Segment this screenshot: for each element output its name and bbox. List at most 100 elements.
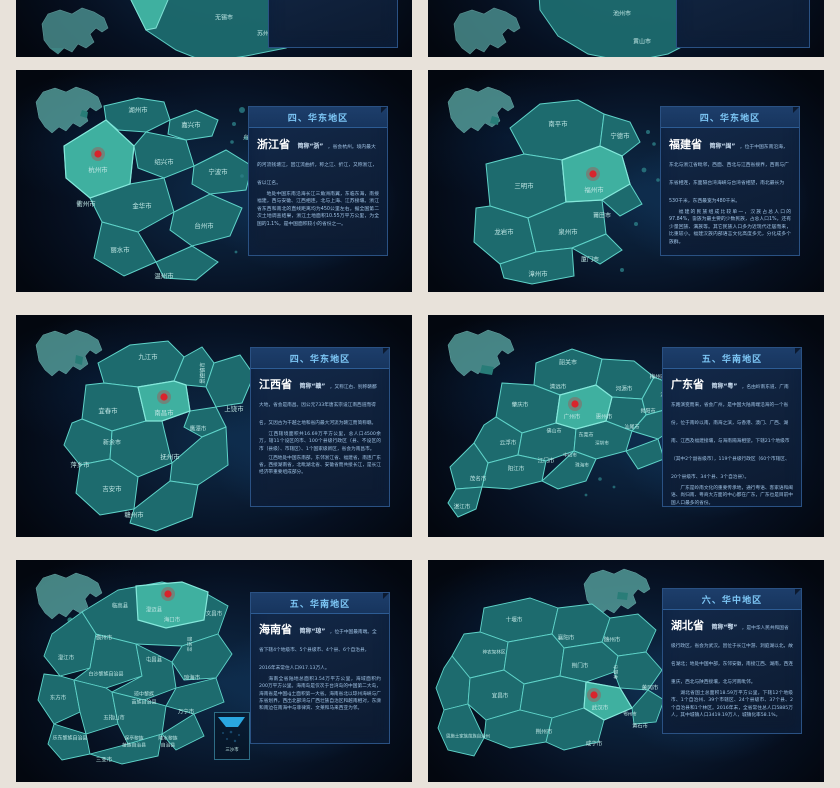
svg-text:文昌市: 文昌市 xyxy=(206,610,223,618)
province-name: 海南省 xyxy=(259,623,292,636)
china-locator-map xyxy=(578,566,656,622)
china-locator-map xyxy=(442,325,520,385)
svg-text:厦门市: 厦门市 xyxy=(581,256,599,264)
slide-thumbnail-hainan[interactable]: 临高县 澄迈县 海口市 文昌市 儋州市 定安县 屯昌县 澄江市 白沙黎族自治县 … xyxy=(16,560,412,782)
svg-text:十堰市: 十堰市 xyxy=(506,616,523,624)
svg-text:神农架林区: 神农架林区 xyxy=(483,649,506,656)
province-name: 江西省 xyxy=(259,378,292,391)
province-abbr: 简称“粤” xyxy=(711,383,738,390)
svg-text:莆田市: 莆田市 xyxy=(593,212,611,220)
province-desc-2: 江西辖境面积共16.69万平方公里，总人口4500余万，辖11个设区的市、100… xyxy=(259,432,381,452)
svg-text:嘉兴市: 嘉兴市 xyxy=(181,120,201,129)
slide-thumbnail-jiangxi[interactable]: 九江市 景德镇市 南昌市 宜春市 鹰潭市 上饶市 新余市 萍乡市 抚州市 吉安市… xyxy=(16,315,412,537)
svg-text:中山市: 中山市 xyxy=(563,452,577,459)
china-locator-map xyxy=(30,325,108,385)
province-abbr: 简称“鄂” xyxy=(711,624,738,631)
info-panel: 六、华中地区 湖北省 简称“鄂” ，是中华人民共和国省级行政区，省会为武汉。因位… xyxy=(662,588,802,734)
panel-body: 湖北省 简称“鄂” ，是中华人民共和国省级行政区，省会为武汉。因位于长江中游、洞… xyxy=(663,610,801,725)
info-panel: 五、华南地区 海南省 简称“琼” ，位于中国最南端。全省下辖4个地级市、5个县级… xyxy=(250,592,390,744)
svg-text:海口市: 海口市 xyxy=(164,616,181,624)
province-desc-1: ，位于中国最南端。全省下辖4个地级市、5个县级市、4个县、6个自治县，2016年… xyxy=(259,630,377,671)
svg-text:赣州市: 赣州市 xyxy=(124,510,144,519)
province-abbr: 简称“闽” xyxy=(709,143,736,150)
panel-header: 四、华东地区 xyxy=(661,107,799,128)
province-map: 临高县 澄迈县 海口市 文昌市 儋州市 定安县 屯昌县 澄江市 白沙黎族自治县 … xyxy=(32,572,257,767)
province-abbr: 简称“琼” xyxy=(299,628,326,635)
panel-header: 五、华南地区 xyxy=(251,593,389,614)
panel-body: 福建省 简称“闽” ，位于中国东南沿海，东北与浙江省毗邻，西面、西北与江西省接界… xyxy=(661,128,799,252)
svg-text:泉州市: 泉州市 xyxy=(558,227,578,236)
svg-text:南平市: 南平市 xyxy=(548,119,568,128)
svg-text:上饶市: 上饶市 xyxy=(224,404,244,413)
province-name: 湖北省 xyxy=(671,619,704,632)
province-desc-1: ，名由岭南东道、广南东路演变而来，省会广州，是中国大陆南端沿海的一个省份，位于南… xyxy=(671,385,790,480)
svg-text:屯昌县: 屯昌县 xyxy=(146,656,163,664)
panel-header: 四、华东地区 xyxy=(251,348,389,369)
svg-text:南昌市: 南昌市 xyxy=(154,408,174,417)
province-desc-2: 海南全省陆地总面积3.54万平方公里，海域面积约200万平方公里。海南岛是仅次于… xyxy=(259,677,381,712)
slide-thumbnail-guangdong[interactable]: 韶关市 清远市 河源市 梅州市 肇庆市 广州市 惠州市 潮州市 揭阳市 汕头市 … xyxy=(428,315,824,537)
province-desc-1: ，是中华人民共和国省级行政区，省会为武汉。因位于长江中游、洞庭湖以北，故名湖北；… xyxy=(671,626,793,685)
svg-text:定安县: 定安县 xyxy=(187,636,194,651)
slide-thumbnail-jiangsu[interactable]: 郑州市 无锡市 苏州市 江苏常住人口7998.6万人。 xyxy=(16,0,412,57)
slide-thumbnail-hubei[interactable]: 十堰市 襄阳市 随州市 神农架林区 荆门市 孝感市 武汉市 黄冈市 宜昌市 鄂州… xyxy=(428,560,824,782)
section-title: 六、华中地区 xyxy=(701,595,763,606)
slide-thumbnail-fujian[interactable]: 南平市 宁德市 三明市 福州市 莆田市 龙岩市 泉州市 厦门市 漳州市 四、华东… xyxy=(428,70,824,292)
svg-text:黄山市: 黄山市 xyxy=(633,38,651,46)
info-panel: 江淮丘陵。皖南山区的崇山峻岭、峰峦叠翠、奇松怪石，是典型的山水江南、鱼米之乡。 xyxy=(676,0,810,48)
svg-text:临高县: 临高县 xyxy=(112,602,129,610)
svg-text:无锡市: 无锡市 xyxy=(215,14,233,22)
panel-body: 广东省 简称“粤” ，名由岭南东道、广南东路演变而来，省会广州，是中国大陆南端沿… xyxy=(663,369,801,513)
svg-text:湛江市: 湛江市 xyxy=(454,503,471,511)
svg-text:五指山市: 五指山市 xyxy=(103,714,125,722)
svg-text:佛山市: 佛山市 xyxy=(546,428,561,435)
svg-text:陵水黎族: 陵水黎族 xyxy=(158,735,177,742)
province-abbr: 简称“赣” xyxy=(299,383,326,390)
info-panel: 四、华东地区 江西省 简称“赣” ，又称江右、别称赣鄱大地，省会是南昌。因公元7… xyxy=(250,347,390,507)
svg-text:湖州市: 湖州市 xyxy=(128,105,148,114)
svg-text:漳州市: 漳州市 xyxy=(528,269,548,278)
svg-text:江门市: 江门市 xyxy=(538,457,555,465)
slide-thumbnail-anhui[interactable]: 安庆市 宣城市 池州市 黄山市 江淮丘陵。皖南山区的崇山峻岭、峰峦叠翠、奇松怪石… xyxy=(428,0,824,57)
province-map: 九江市 景德镇市 南昌市 宜春市 鹰潭市 上饶市 新余市 萍乡市 抚州市 吉安市… xyxy=(42,323,267,535)
svg-text:三亚市: 三亚市 xyxy=(96,756,113,764)
province-desc-1: ，省会杭州。境内最大的河流钱塘江，因江流曲折，称之江、折江，又称浙江，省以江名。 xyxy=(257,145,377,186)
svg-text:韶关市: 韶关市 xyxy=(559,359,577,367)
svg-text:乐东黎族自治县: 乐东黎族自治县 xyxy=(52,735,87,742)
section-title: 五、华南地区 xyxy=(701,354,763,365)
china-locator-map xyxy=(446,2,526,57)
svg-text:琼海市: 琼海市 xyxy=(184,674,201,682)
svg-text:杭州市: 杭州市 xyxy=(88,165,108,174)
province-name: 广东省 xyxy=(671,378,704,391)
panel-header: 五、华南地区 xyxy=(663,348,801,369)
svg-text:儋州市: 儋州市 xyxy=(96,634,113,642)
svg-text:武汉市: 武汉市 xyxy=(592,704,609,712)
province-abbr: 简称“浙” xyxy=(297,143,324,150)
svg-text:恩施土家族苗族自治州: 恩施土家族苗族自治州 xyxy=(446,733,490,740)
province-name: 浙江省 xyxy=(257,138,290,151)
section-title: 五、华南地区 xyxy=(289,599,351,610)
svg-text:温州市: 温州市 xyxy=(154,271,174,280)
svg-text:黄石市: 黄石市 xyxy=(632,722,648,730)
slide-thumbnail-zhejiang[interactable]: 湖州市 嘉兴市 杭州市 绍兴市 宁波市 舟山市 衢州市 金华市 台州市 丽水市 … xyxy=(16,70,412,292)
province-desc-3: 江西地处中国东南部，东邻浙江省、福建省，南连广东省，西接湖南省，北毗湖北省、安徽… xyxy=(259,455,381,476)
svg-text:萍乡市: 萍乡市 xyxy=(70,460,90,469)
svg-text:宁波市: 宁波市 xyxy=(208,167,228,176)
svg-text:孝感市: 孝感市 xyxy=(613,665,620,680)
svg-text:咸宁市: 咸宁市 xyxy=(586,740,603,748)
province-map: 南平市 宁德市 三明市 福州市 莆田市 龙岩市 泉州市 厦门市 漳州市 xyxy=(462,84,682,285)
svg-text:澄迈县: 澄迈县 xyxy=(146,606,163,614)
svg-text:吉安市: 吉安市 xyxy=(102,484,122,493)
svg-text:清远市: 清远市 xyxy=(550,383,567,391)
section-title: 四、华东地区 xyxy=(287,113,349,124)
china-locator-map xyxy=(442,82,520,142)
svg-text:池州市: 池州市 xyxy=(613,10,631,18)
svg-text:自治县: 自治县 xyxy=(161,742,176,749)
svg-text:丽水市: 丽水市 xyxy=(110,245,130,254)
svg-text:抚州市: 抚州市 xyxy=(160,452,180,461)
svg-text:鹰潭市: 鹰潭市 xyxy=(190,425,207,433)
province-desc-1: ，又称江右、别称赣鄱大地，省会是南昌。因公元733年唐玄宗设江南西道而得名，又因… xyxy=(259,385,377,426)
province-desc-1: ，位于中国东南沿海，东北与浙江省毗邻，西面、西北与江西省接界，西南与广东省相连，… xyxy=(669,145,789,204)
province-map: 湖州市 嘉兴市 杭州市 绍兴市 宁波市 舟山市 衢州市 金华市 台州市 丽水市 … xyxy=(46,80,276,285)
